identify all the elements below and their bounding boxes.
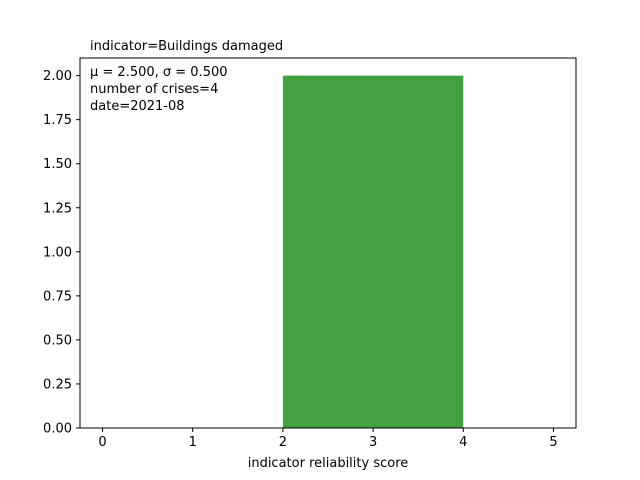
y-tick-label: 1.25	[43, 201, 72, 216]
x-tick-label: 3	[369, 435, 377, 450]
x-axis-label: indicator reliability score	[248, 456, 409, 471]
stats-annotation-line: μ = 2.500, σ = 0.500	[90, 65, 228, 80]
x-tick-label: 0	[98, 435, 106, 450]
y-tick-label: 0.00	[43, 422, 72, 437]
histogram-bar	[282, 75, 464, 428]
y-tick-label: 1.50	[43, 157, 72, 172]
x-tick-label: 4	[459, 435, 467, 450]
y-tick-label: 1.00	[43, 245, 72, 260]
y-tick-label: 1.75	[43, 113, 72, 128]
plot-frame	[79, 57, 577, 429]
x-tick-label: 5	[549, 435, 557, 450]
y-tick-label: 2.00	[43, 69, 72, 84]
y-tick-label: 0.25	[43, 377, 72, 392]
x-tick-label: 1	[189, 435, 197, 450]
y-tick-label: 0.50	[43, 333, 72, 348]
stats-annotation-line: date=2021-08	[90, 99, 185, 114]
stats-annotation-line: number of crises=4	[90, 82, 218, 97]
chart-title: indicator=Buildings damaged	[90, 39, 283, 54]
x-tick-label: 2	[279, 435, 287, 450]
y-tick-label: 0.75	[43, 289, 72, 304]
